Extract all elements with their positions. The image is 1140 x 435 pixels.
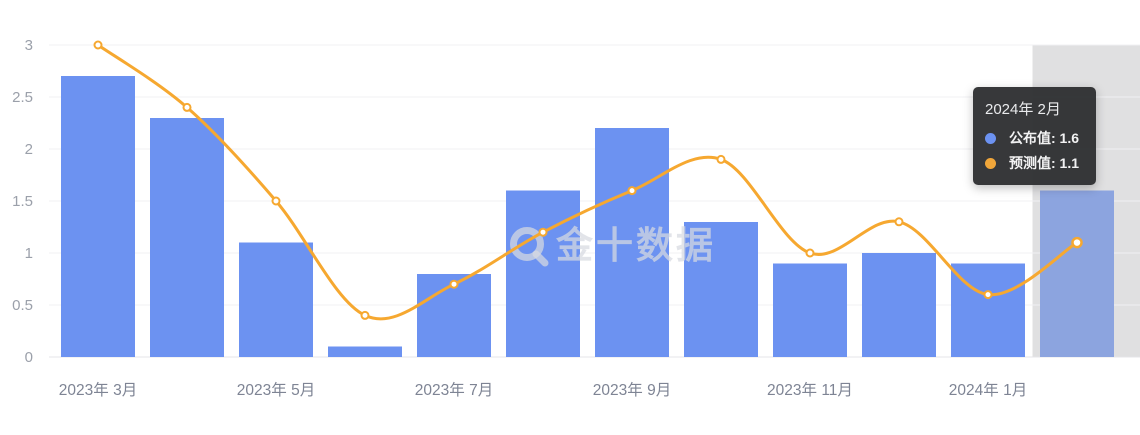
y-tick-label: 0.5 — [12, 297, 33, 314]
y-tick-label: 0 — [25, 349, 33, 366]
y-tick-label: 1.5 — [12, 193, 33, 210]
line-marker-active[interactable] — [1071, 236, 1083, 249]
tooltip-row-published: 公布值: 1.6 — [985, 128, 1084, 148]
tooltip: 2024年 2月 公布值: 1.6 预测值: 1.1 — [973, 87, 1096, 185]
x-tick-label: 2024年 1月 — [949, 381, 1027, 399]
jin10-logo-tail-icon — [532, 250, 549, 267]
y-tick-label: 2.5 — [12, 89, 33, 106]
tooltip-title: 2024年 2月 — [985, 101, 1061, 118]
x-tick-label: 2023年 3月 — [59, 381, 137, 399]
line-marker[interactable] — [93, 40, 103, 50]
line-marker[interactable] — [805, 248, 815, 258]
line-marker[interactable] — [716, 154, 726, 164]
bar[interactable] — [773, 263, 847, 357]
line-marker[interactable] — [271, 196, 281, 206]
line-marker[interactable] — [983, 290, 993, 300]
bar[interactable] — [1040, 190, 1114, 357]
line-marker[interactable] — [627, 186, 637, 196]
y-tick-label: 3 — [25, 37, 33, 54]
forecast-dot-icon — [985, 157, 996, 169]
line-marker[interactable] — [449, 279, 459, 289]
bar[interactable] — [595, 128, 669, 357]
tooltip-forecast-text: 预测值: 1.1 — [1009, 155, 1080, 171]
bar[interactable] — [506, 190, 580, 357]
bar[interactable] — [328, 346, 402, 357]
forecast-line — [96, 43, 1079, 321]
tooltip-published-text: 公布值: 1.6 — [1009, 130, 1080, 146]
watermark: 金十数据 — [510, 224, 716, 267]
tooltip-row-forecast: 预测值: 1.1 — [985, 153, 1084, 173]
bar[interactable] — [61, 76, 135, 357]
line-marker[interactable] — [360, 310, 370, 320]
line-marker[interactable] — [182, 102, 192, 112]
y-tick-label: 2 — [25, 141, 33, 158]
bar[interactable] — [239, 242, 313, 357]
jin10-logo-icon — [510, 227, 544, 261]
y-tick-label: 1 — [25, 245, 33, 262]
x-tick-label: 2023年 11月 — [767, 381, 853, 399]
line-marker[interactable] — [538, 227, 548, 237]
x-tick-label: 2023年 5月 — [237, 381, 315, 399]
bar[interactable] — [684, 221, 758, 357]
published-dot-icon — [985, 132, 996, 144]
x-tick-label: 2023年 7月 — [415, 381, 493, 399]
x-tick-label: 2023年 9月 — [593, 381, 671, 399]
watermark-text: 金十数据 — [556, 224, 716, 266]
bar[interactable] — [150, 117, 224, 357]
line-marker[interactable] — [894, 217, 904, 227]
bar[interactable] — [862, 253, 936, 357]
